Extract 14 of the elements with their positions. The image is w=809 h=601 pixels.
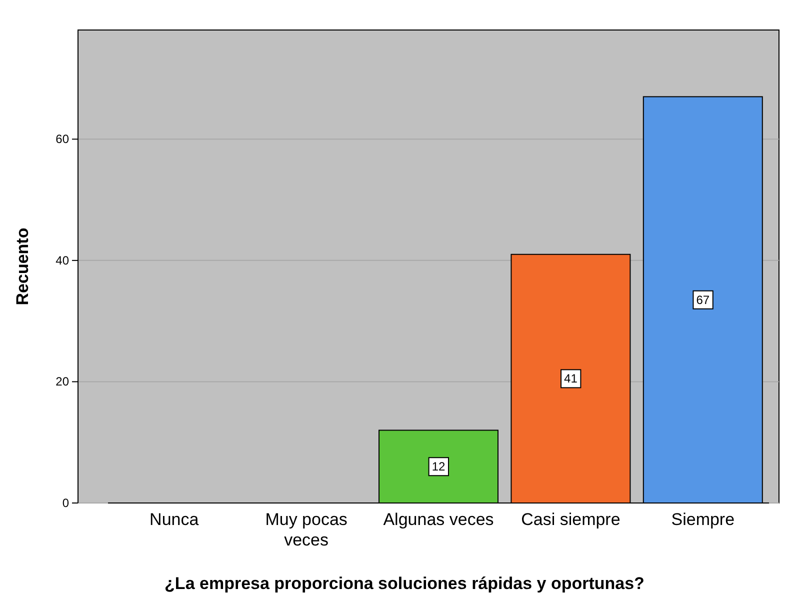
- x-tick-label: Casi siempre: [521, 510, 620, 530]
- data-label: 41: [564, 372, 578, 386]
- y-tick-label: 20: [56, 374, 70, 389]
- y-axis-title: Recuento: [13, 228, 32, 306]
- y-tick-label: 40: [56, 253, 70, 268]
- y-tick-label: 0: [62, 496, 70, 510]
- x-tick-label: Muy pocas veces: [265, 510, 348, 550]
- data-label: 12: [432, 460, 446, 474]
- data-label: 67: [696, 292, 710, 307]
- x-axis-title: ¿La empresa proporciona soluciones rápidas y oportunas?: [164, 574, 644, 593]
- x-tick-label: Nunca: [150, 510, 200, 530]
- x-tick-label: Algunas veces: [383, 510, 494, 530]
- x-tick-label: Siempre: [671, 510, 735, 530]
- y-tick-label: 60: [56, 132, 70, 146]
